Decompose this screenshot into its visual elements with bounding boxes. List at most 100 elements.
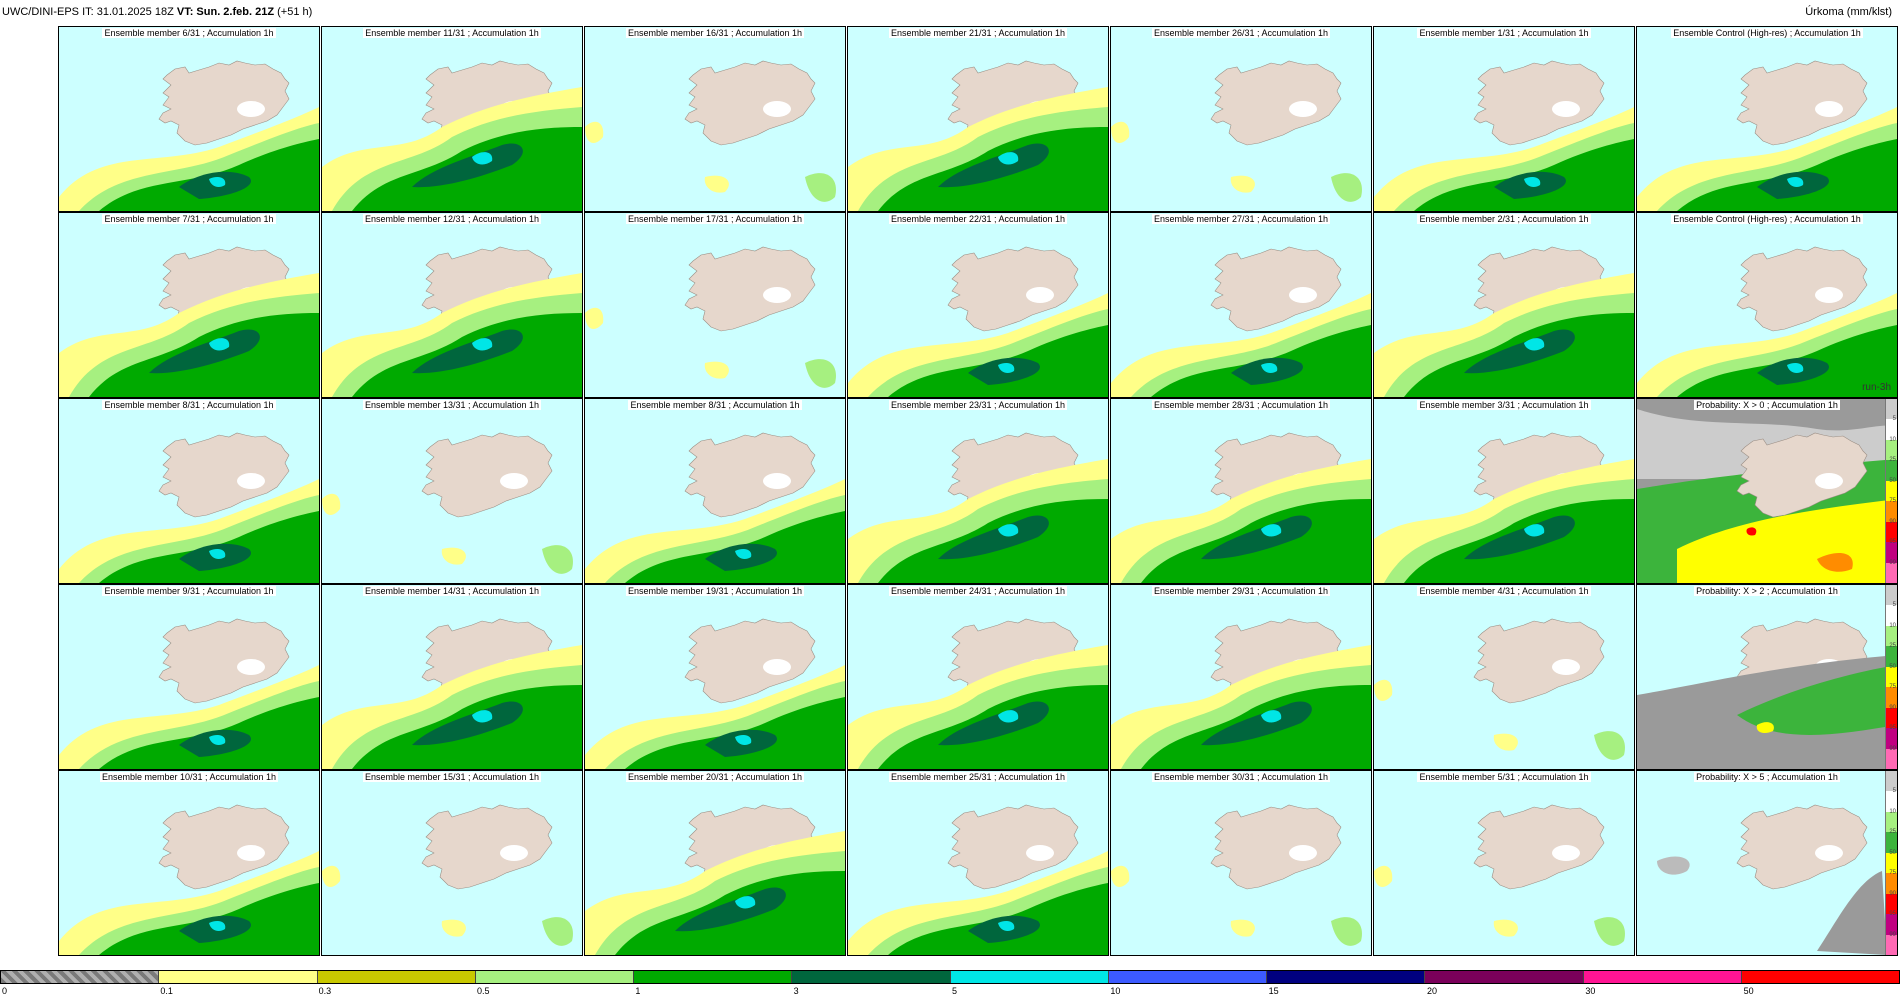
precip-contour	[1594, 731, 1625, 760]
probability-scale-label: 10	[1889, 622, 1896, 629]
legend-swatch	[792, 971, 951, 983]
forecast-panel[interactable]: Ensemble member 23/31 ; Accumulation 1h	[847, 398, 1109, 584]
precip-map	[585, 213, 845, 397]
forecast-panel[interactable]: Probability: X > 5 ; Accumulation 1h 5 10 2…	[1636, 770, 1898, 956]
precip-map	[322, 399, 582, 583]
panel-title: Ensemble member 27/31 ; Accumulation 1h	[1111, 214, 1371, 224]
forecast-panel[interactable]: Ensemble member 28/31 ; Accumulation 1h	[1110, 398, 1372, 584]
forecast-panel[interactable]: Ensemble member 9/31 ; Accumulation 1h	[58, 584, 320, 770]
probability-scale-label: 50	[1889, 477, 1896, 484]
forecast-panel[interactable]: Ensemble member 24/31 ; Accumulation 1h	[847, 584, 1109, 770]
precip-contour	[1524, 338, 1545, 351]
glacier	[500, 845, 528, 861]
forecast-panel[interactable]: Ensemble member 7/31 ; Accumulation 1h	[58, 212, 320, 398]
forecast-panel[interactable]: Ensemble Control (High-res) ; Accumulati…	[1636, 212, 1898, 398]
legend-swatch	[317, 971, 476, 983]
forecast-panel[interactable]: Ensemble member 16/31 ; Accumulation 1h	[584, 26, 846, 212]
glacier	[763, 287, 791, 303]
precip-map	[848, 771, 1108, 955]
probability-scale-swatch	[1886, 934, 1897, 955]
probability-scale-label: 50	[1889, 663, 1896, 670]
lead-time: (+51 h)	[277, 6, 313, 18]
legend-tick-label: 10	[1110, 986, 1121, 996]
forecast-panel[interactable]: Ensemble member 12/31 ; Accumulation 1h	[321, 212, 583, 398]
forecast-panel[interactable]: Ensemble member 15/31 ; Accumulation 1h	[321, 770, 583, 956]
panel-title: Ensemble member 25/31 ; Accumulation 1h	[848, 772, 1108, 782]
precip-contour	[704, 175, 729, 193]
probability-scale-swatch	[1886, 791, 1897, 812]
forecast-panel[interactable]: Ensemble member 27/31 ; Accumulation 1h	[1110, 212, 1372, 398]
panel-title-text: Ensemble member 15/31 ; Accumulation 1h	[362, 772, 542, 782]
forecast-panel[interactable]: Ensemble member 30/31 ; Accumulation 1h	[1110, 770, 1372, 956]
legend-swatch	[475, 971, 634, 983]
precip-map	[1374, 27, 1634, 211]
panel-title-text: Ensemble member 8/31 ; Accumulation 1h	[102, 400, 276, 410]
forecast-panel[interactable]: Ensemble member 6/31 ; Accumulation 1h	[58, 26, 320, 212]
legend-swatch	[1425, 971, 1584, 983]
forecast-panel[interactable]: Ensemble member 21/31 ; Accumulation 1h	[847, 26, 1109, 212]
forecast-panel[interactable]: Ensemble member 1/31 ; Accumulation 1h	[1373, 26, 1635, 212]
forecast-panel[interactable]: Ensemble member 10/31 ; Accumulation 1h	[58, 770, 320, 956]
legend-tick-label: 50	[1743, 986, 1754, 996]
panel-title-text: Ensemble member 12/31 ; Accumulation 1h	[362, 214, 542, 224]
precip-map	[1637, 585, 1897, 769]
forecast-panel[interactable]: Ensemble member 19/31 ; Accumulation 1h	[584, 584, 846, 770]
glacier	[1289, 101, 1317, 117]
iceland-landmass	[1736, 804, 1868, 890]
forecast-panel[interactable]: Probability: X > 0 ; Accumulation 1h 5 10 2…	[1636, 398, 1898, 584]
panel-title-text: Ensemble member 10/31 ; Accumulation 1h	[99, 772, 279, 782]
forecast-panel[interactable]: Ensemble member 11/31 ; Accumulation 1h	[321, 26, 583, 212]
precip-contour	[322, 493, 341, 515]
probability-scale-swatch	[1886, 585, 1897, 606]
legend-colorbar	[0, 970, 1900, 984]
precip-contour	[1787, 363, 1804, 373]
forecast-panel[interactable]: Ensemble member 3/31 ; Accumulation 1h	[1373, 398, 1635, 584]
forecast-panel[interactable]: Ensemble member 22/31 ; Accumulation 1h	[847, 212, 1109, 398]
forecast-panel[interactable]: Ensemble member 8/31 ; Accumulation 1h	[584, 398, 846, 584]
precip-contour	[472, 338, 493, 351]
legend-swatch	[950, 971, 1109, 983]
precip-contour	[1594, 917, 1625, 946]
forecast-panel[interactable]: Ensemble member 13/31 ; Accumulation 1h	[321, 398, 583, 584]
panel-title-text: Ensemble member 1/31 ; Accumulation 1h	[1417, 28, 1591, 38]
panel-title-text: Ensemble member 3/31 ; Accumulation 1h	[1417, 400, 1591, 410]
panel-title-text: Ensemble member 21/31 ; Accumulation 1h	[888, 28, 1068, 38]
panel-title-text: Ensemble member 20/31 ; Accumulation 1h	[625, 772, 805, 782]
panel-title: Ensemble member 24/31 ; Accumulation 1h	[848, 586, 1108, 596]
probability-scale-label: 5	[1892, 416, 1896, 423]
forecast-panel[interactable]: Ensemble member 8/31 ; Accumulation 1h	[58, 398, 320, 584]
forecast-panel[interactable]: Ensemble member 14/31 ; Accumulation 1h	[321, 584, 583, 770]
iceland-landmass	[158, 804, 290, 890]
precip-contour	[1331, 917, 1362, 946]
panel-title: Ensemble member 19/31 ; Accumulation 1h	[585, 586, 845, 596]
precip-contour	[704, 361, 729, 379]
forecast-panel[interactable]: Ensemble Control (High-res) ; Accumulati…	[1636, 26, 1898, 212]
forecast-panel[interactable]: Ensemble member 20/31 ; Accumulation 1h	[584, 770, 846, 956]
panel-title-text: Ensemble member 22/31 ; Accumulation 1h	[888, 214, 1068, 224]
probability-scale-swatch	[1886, 771, 1897, 792]
forecast-panel[interactable]: Ensemble member 4/31 ; Accumulation 1h	[1373, 584, 1635, 770]
probability-scale-swatch	[1886, 873, 1897, 894]
glacier	[763, 101, 791, 117]
header-info: UWC/DINI-EPS IT: 31.01.2025 18Z VT: Sun.…	[2, 6, 312, 18]
precip-contour	[209, 921, 226, 931]
panel-title-text: Probability: X > 5 ; Accumulation 1h	[1694, 772, 1840, 782]
forecast-panel[interactable]: Ensemble member 29/31 ; Accumulation 1h	[1110, 584, 1372, 770]
forecast-panel[interactable]: Ensemble member 5/31 ; Accumulation 1h	[1373, 770, 1635, 956]
probability-scale-swatch	[1886, 480, 1897, 502]
precip-map	[848, 27, 1108, 211]
forecast-panel[interactable]: Ensemble member 26/31 ; Accumulation 1h	[1110, 26, 1372, 212]
forecast-panel[interactable]: Ensemble member 25/31 ; Accumulation 1h	[847, 770, 1109, 956]
forecast-panel[interactable]: Probability: X > 2 ; Accumulation 1h 5 10 2…	[1636, 584, 1898, 770]
precip-map	[59, 771, 319, 955]
legend-swatch	[1, 971, 160, 983]
probability-scale-label: 5	[1892, 788, 1896, 795]
panel-title: Ensemble member 8/31 ; Accumulation 1h	[59, 400, 319, 410]
probability-scale-swatch	[1886, 439, 1897, 461]
panel-title: Ensemble member 23/31 ; Accumulation 1h	[848, 400, 1108, 410]
panel-title-text: Ensemble member 28/31 ; Accumulation 1h	[1151, 400, 1331, 410]
forecast-panel[interactable]: Ensemble member 2/31 ; Accumulation 1h	[1373, 212, 1635, 398]
legend-tick-label: 20	[1427, 986, 1438, 996]
glacier	[237, 659, 265, 675]
forecast-panel[interactable]: Ensemble member 17/31 ; Accumulation 1h	[584, 212, 846, 398]
